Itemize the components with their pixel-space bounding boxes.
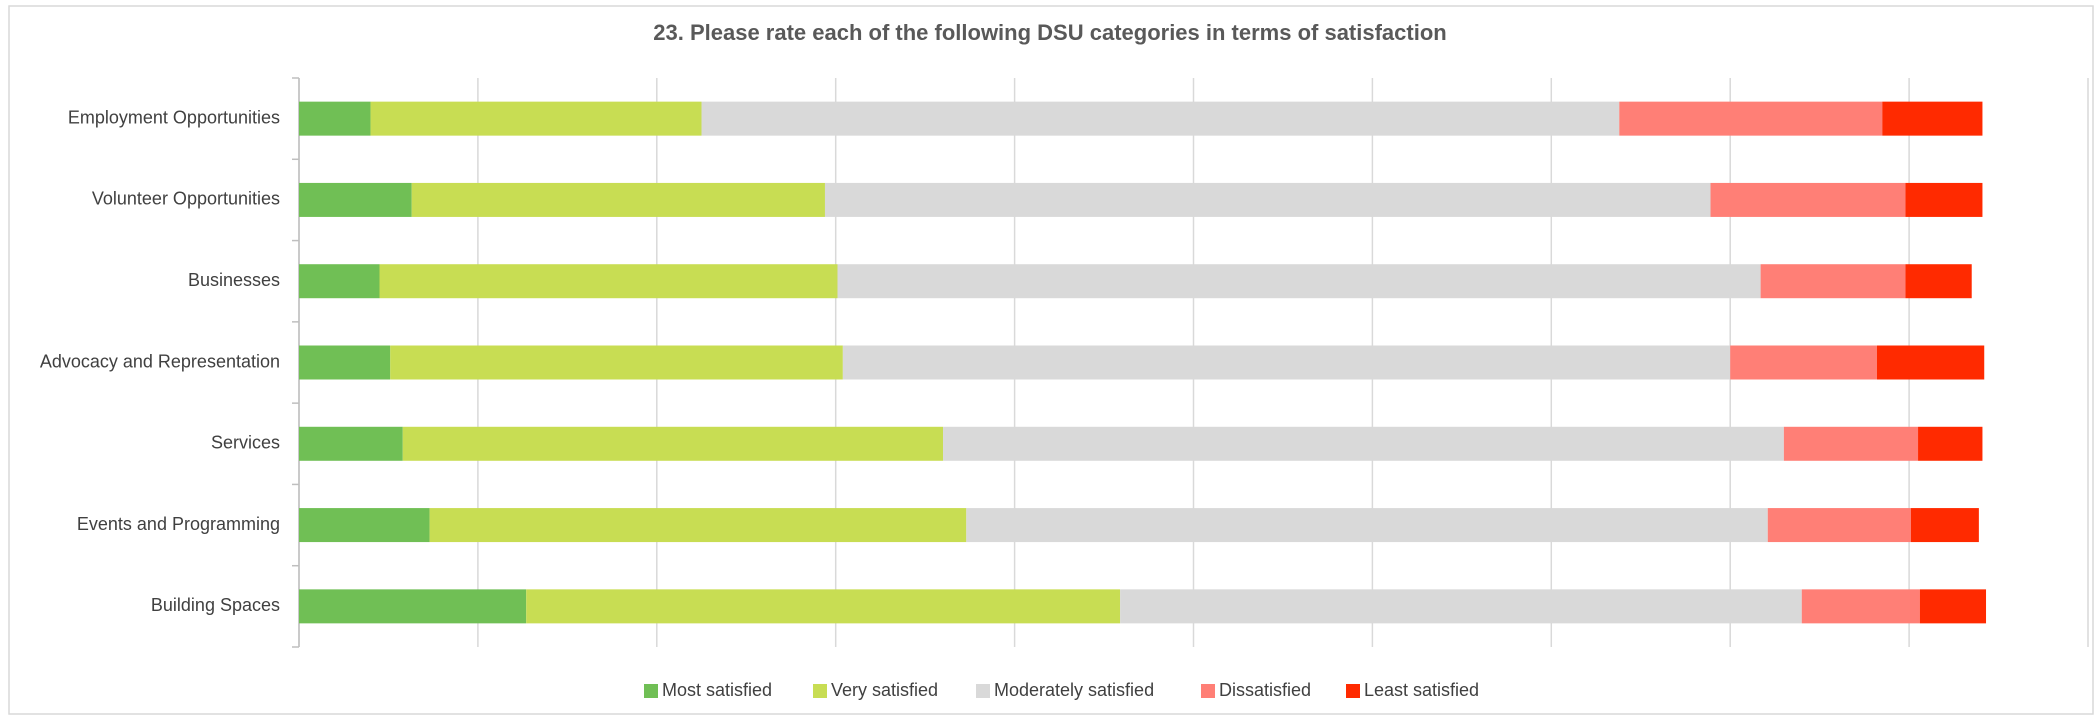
bar-segment (299, 345, 391, 380)
bar-segment (299, 508, 430, 543)
chart-border (8, 5, 2094, 715)
bar-segment (837, 264, 1761, 299)
bar-segment (1801, 589, 1920, 624)
bar-segment (299, 182, 412, 217)
bar-segment (701, 101, 1620, 136)
legend-swatch (813, 684, 827, 698)
bar-segment (299, 101, 371, 136)
bar-segment (1760, 264, 1906, 299)
bar-segment (1120, 589, 1802, 624)
bar-segment (390, 345, 843, 380)
legend-swatch (976, 684, 990, 698)
bar-segment (1783, 426, 1919, 461)
y-tick-label: Services (211, 433, 280, 453)
bar-segment (966, 508, 1768, 543)
legend-swatch (644, 684, 658, 698)
bar-segment (842, 345, 1731, 380)
bar-segment (402, 426, 944, 461)
y-tick-label: Building Spaces (151, 595, 280, 615)
bar-segment (1619, 101, 1883, 136)
legend-label: Very satisfied (831, 680, 938, 700)
bar-segment (1730, 345, 1877, 380)
bar-segment (299, 264, 380, 299)
bar-segment (1905, 264, 1972, 299)
bar-segment (429, 508, 967, 543)
legend-label: Most satisfied (662, 680, 772, 700)
bar-segment (1710, 182, 1906, 217)
y-tick-label: Volunteer Opportunities (92, 189, 280, 209)
chart-title: 23. Please rate each of the following DS… (653, 20, 1446, 45)
bar-segment (1876, 345, 1985, 380)
bar-segment (1882, 101, 1983, 136)
y-tick-label: Events and Programming (77, 514, 280, 534)
legend-swatch (1346, 684, 1360, 698)
bar-segment (526, 589, 1121, 624)
bar-segment (1918, 426, 1983, 461)
y-tick-label: Employment Opportunities (68, 107, 280, 127)
bar-segment (299, 589, 527, 624)
bar-segment (1905, 182, 1983, 217)
bar-segment (379, 264, 838, 299)
legend-label: Dissatisfied (1219, 680, 1311, 700)
legend-label: Moderately satisfied (994, 680, 1154, 700)
bar-segment (1919, 589, 1987, 624)
bar-segment (943, 426, 1784, 461)
y-tick-label: Businesses (188, 270, 280, 290)
legend-label: Least satisfied (1364, 680, 1479, 700)
y-tick-label: Advocacy and Representation (40, 351, 280, 371)
bar-segment (824, 182, 1711, 217)
bar-segment (1767, 508, 1911, 543)
bar-segment (411, 182, 825, 217)
legend-swatch (1201, 684, 1215, 698)
bar-segment (1910, 508, 1979, 543)
bar-segment (370, 101, 702, 136)
bar-segment (299, 426, 403, 461)
